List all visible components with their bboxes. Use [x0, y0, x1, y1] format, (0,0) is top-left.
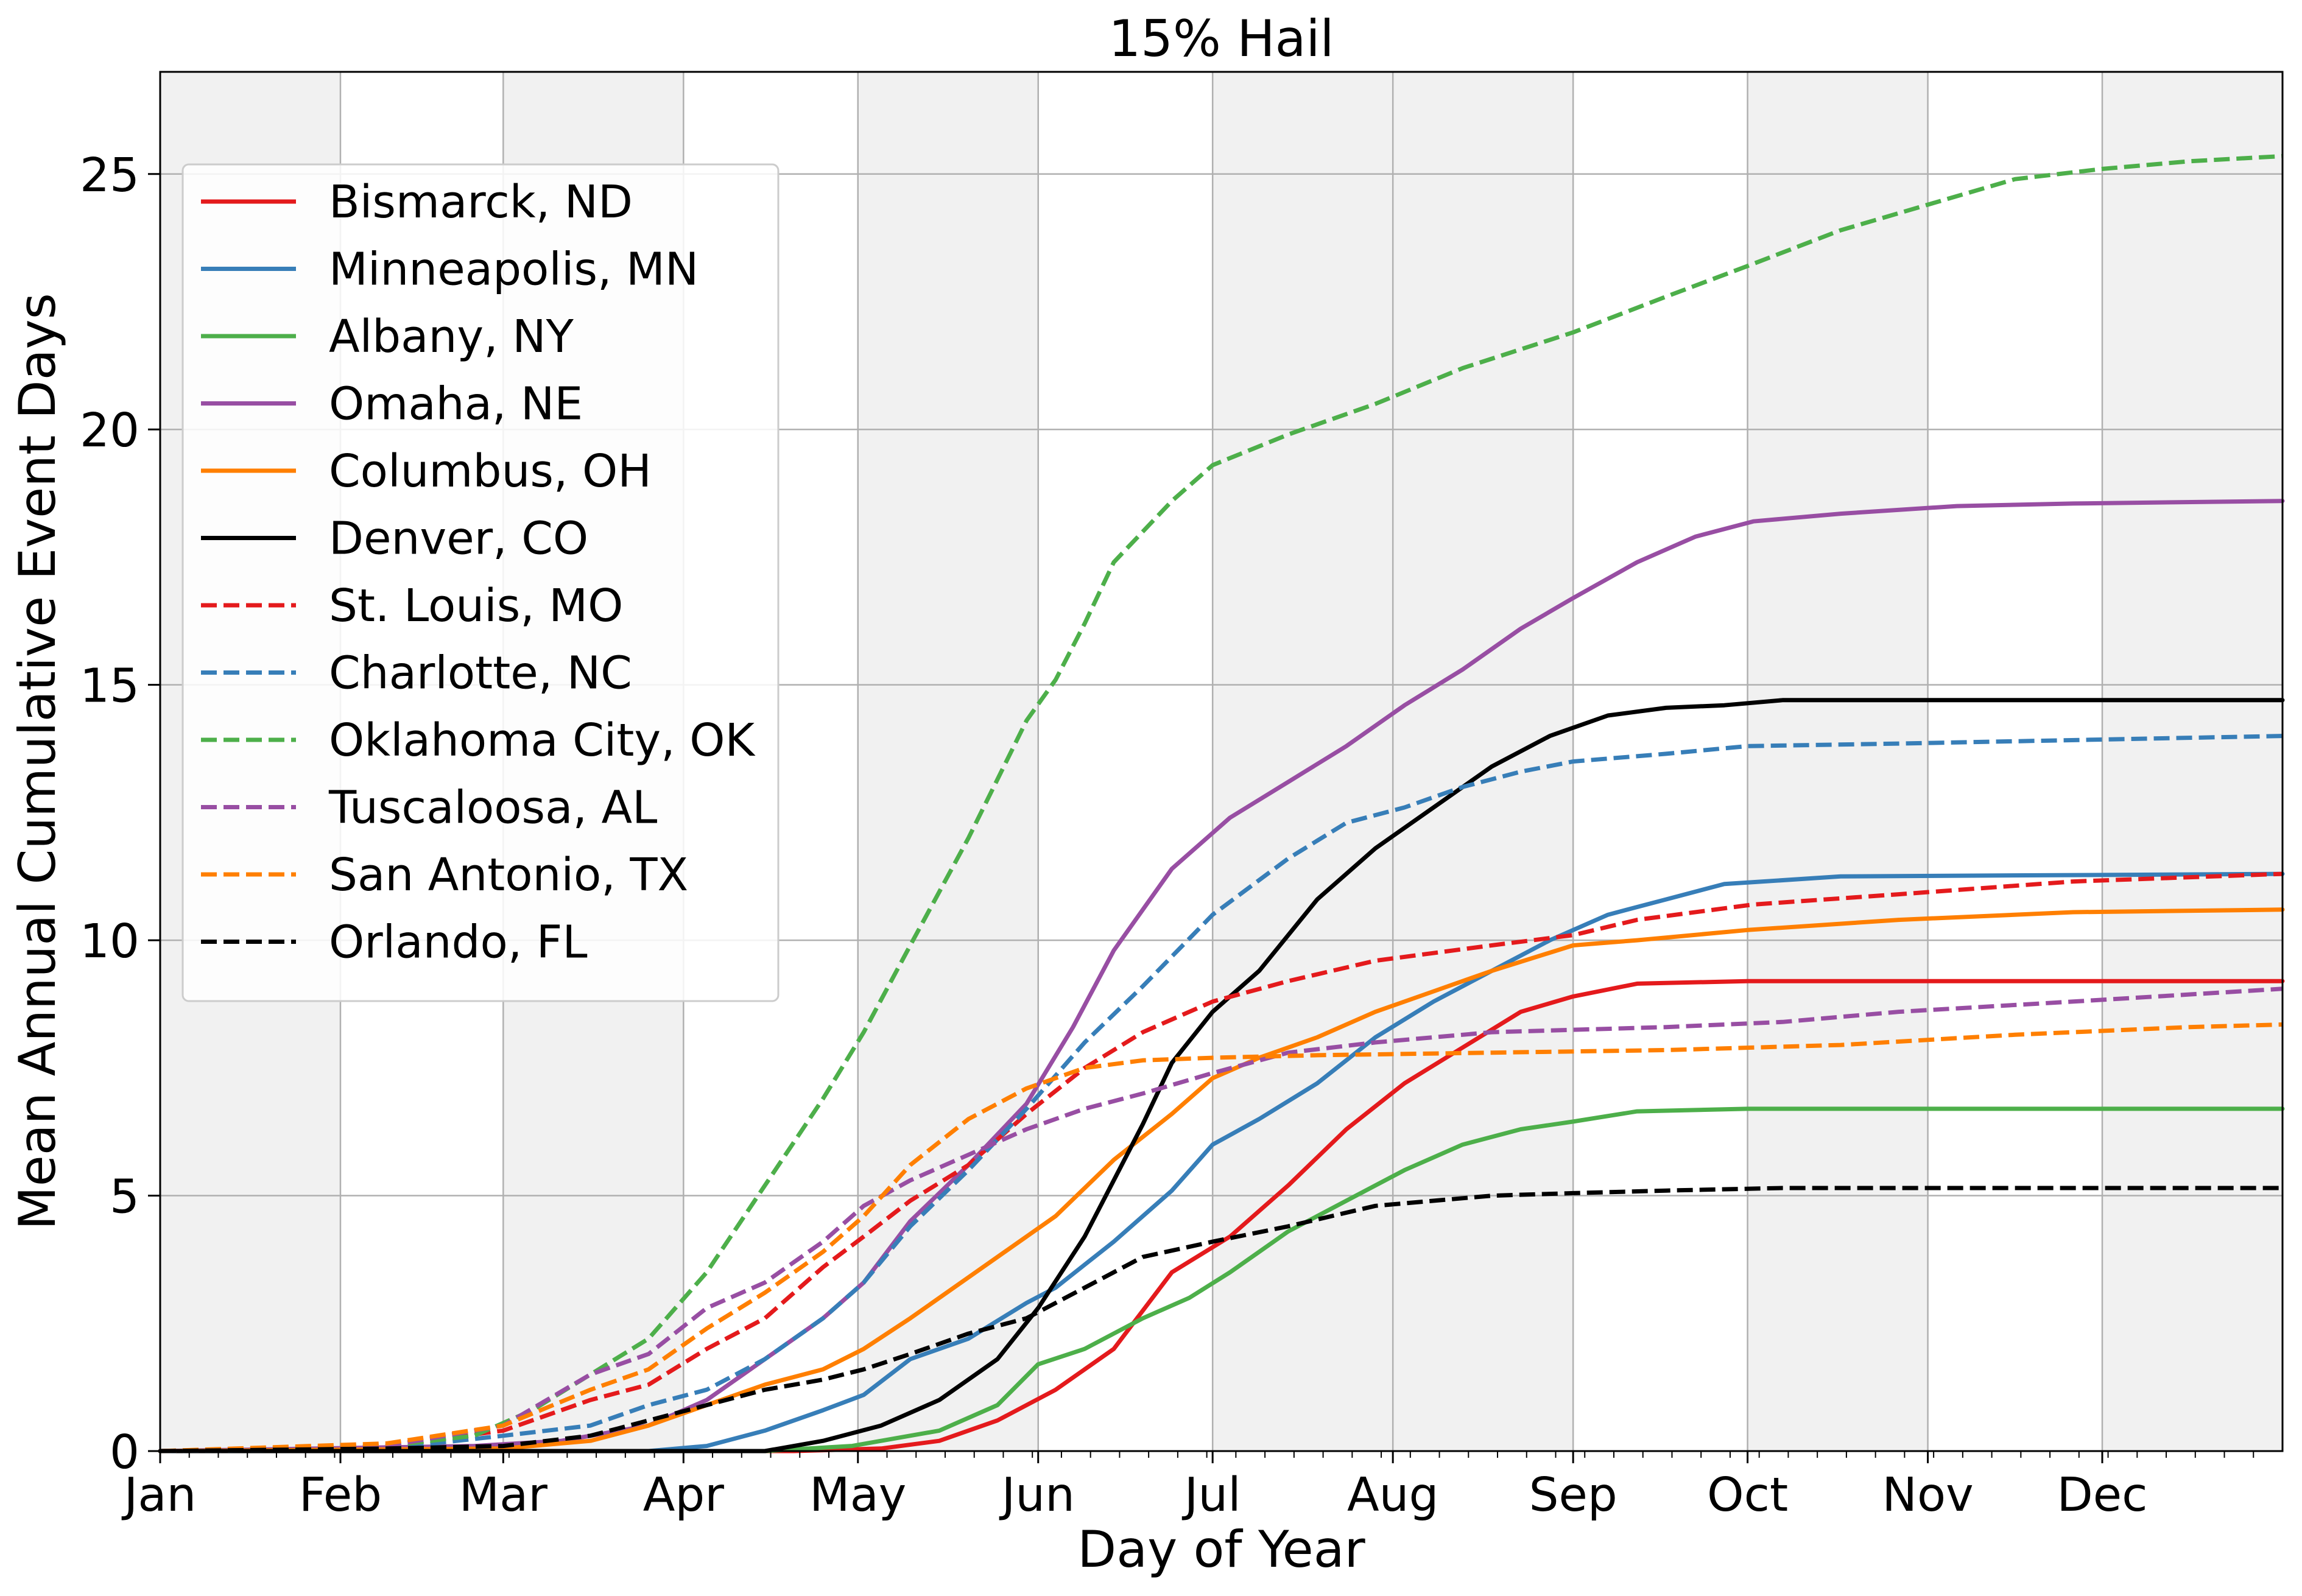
series-line-charlotte-nc [160, 734, 2283, 1454]
y-tick-label: 15 [80, 659, 139, 714]
legend-label: Oklahoma City, OK [329, 714, 756, 767]
x-tick-label-jul: Jul [1182, 1468, 1241, 1522]
x-tick-label-jan: Jan [122, 1468, 197, 1522]
x-tick-label-nov: Nov [1882, 1468, 1973, 1522]
x-tick-labels: Jan Feb Mar Apr May Jun Jul Aug Sep Oct Nov Dec [122, 1468, 2148, 1522]
series-line-denver-co [158, 698, 2285, 1454]
y-axis-label: Mean Annual Cumulative Event Days [8, 293, 67, 1230]
series-line-omaha-ne [158, 499, 2285, 1454]
x-tick-label-feb: Feb [299, 1468, 382, 1522]
legend-label: San Antonio, TX [329, 849, 688, 901]
x-tick-label-jun: Jun [999, 1468, 1075, 1522]
legend-box [181, 163, 780, 1002]
y-tick-label: 20 [80, 404, 139, 458]
month-shade-may [857, 72, 1038, 1451]
plot-frame [159, 71, 2284, 1452]
x-tick-label-oct: Oct [1707, 1468, 1788, 1522]
legend-label: Minneapolis, MN [329, 244, 699, 296]
y-tick-label: 5 [110, 1170, 139, 1225]
month-shade-jul [1213, 72, 1393, 1451]
series-lines [158, 153, 2285, 1454]
legend-label: Tuscaloosa, AL [328, 782, 657, 834]
series-line-columbus-oh [158, 907, 2285, 1454]
legend-label: Charlotte, NC [329, 647, 632, 700]
legend-label: Denver, CO [329, 513, 588, 565]
month-shade-oct [1747, 72, 1928, 1451]
x-tick-label-may: May [809, 1468, 906, 1522]
legend-label: Bismarck, ND [329, 176, 633, 228]
legend: Bismarck, ND Minneapolis, MN Albany, NY Oma… [181, 163, 780, 1002]
series-line-albany-ny [158, 1106, 2285, 1454]
series-line-orlando-fl [160, 1186, 2283, 1454]
legend-label: Orlando, FL [329, 916, 588, 969]
x-tick-label-dec: Dec [2057, 1468, 2148, 1522]
x-tick-label-sep: Sep [1529, 1468, 1617, 1522]
x-tick-label-apr: Apr [643, 1468, 725, 1522]
series-line-st-louis-mo [160, 871, 2283, 1454]
series-line-tuscaloosa-al [160, 986, 2283, 1454]
series-line-oklahoma-city-ok [160, 153, 2283, 1454]
month-shade-dec [2102, 72, 2283, 1451]
legend-label: Albany, NY [329, 311, 574, 363]
legend-label: Columbus, OH [329, 445, 652, 497]
y-tick-label: 0 [110, 1426, 139, 1480]
series-line-san-antonio-tx [160, 1022, 2283, 1454]
y-tick-labels: 0 5 10 15 20 25 [80, 149, 139, 1480]
x-tick-label-aug: Aug [1347, 1468, 1438, 1522]
chart-title: 15% Hail [1108, 9, 1334, 68]
x-axis-label: Day of Year [1077, 1520, 1365, 1579]
series-line-minneapolis-mn [158, 871, 2285, 1454]
x-tick-label-mar: Mar [459, 1468, 548, 1522]
series-line-bismarck-nd [158, 979, 2285, 1454]
legend-label: Omaha, NE [329, 378, 583, 431]
axis-ticks [148, 173, 2254, 1463]
legend-label: St. Louis, MO [329, 580, 623, 632]
y-tick-label: 10 [80, 915, 139, 969]
month-shade-aug [1393, 72, 1574, 1451]
y-tick-label: 25 [80, 149, 139, 203]
